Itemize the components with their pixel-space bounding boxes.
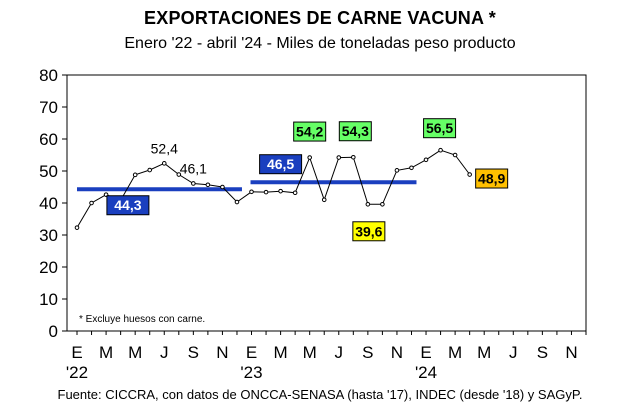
y-tick-label: 30 [39, 226, 58, 245]
year-label: '24 [415, 363, 437, 382]
data-point [423, 157, 429, 163]
data-label: 52,4 [151, 140, 178, 156]
y-tick-label: 10 [39, 290, 58, 309]
data-point [161, 161, 167, 166]
series-line [76, 149, 471, 228]
y-tick-label: 70 [39, 98, 58, 117]
x-tick-label: S [362, 343, 373, 362]
data-point [263, 189, 269, 195]
x-tick-label: E [420, 343, 431, 362]
source-note: Fuente: CICCRA, con datos de ONCCA-SENAS… [57, 387, 583, 402]
data-point [380, 201, 385, 207]
data-point [351, 154, 356, 160]
value-label-box [338, 121, 372, 142]
chart-subtitle: Enero '22 - abril '24 - Miles de tonelad… [124, 35, 516, 52]
year-label: '23 [240, 363, 262, 382]
y-tick-label: 50 [39, 162, 58, 181]
x-tick-label: M [448, 343, 462, 362]
value-label: 56,5 [426, 120, 453, 136]
data-point [205, 182, 211, 188]
data-point [365, 201, 371, 207]
data-point [89, 200, 94, 206]
y-tick-label: 80 [39, 66, 58, 85]
average-label: 44,3 [114, 197, 141, 213]
chart-title: EXPORTACIONES DE CARNE VACUNA * [144, 8, 496, 28]
x-tick-label: S [188, 343, 199, 362]
y-tick-label: 0 [49, 322, 58, 341]
data-point [321, 197, 327, 203]
x-tick-label: N [391, 343, 403, 362]
x-tick-label: S [537, 343, 548, 362]
average-label-box [259, 154, 303, 175]
average-label: 46,5 [267, 156, 294, 172]
y-tick-label: 20 [39, 258, 58, 277]
data-point [132, 172, 138, 178]
data-point [249, 189, 254, 195]
data-point [292, 190, 298, 196]
value-label: 48,9 [478, 171, 505, 187]
data-point [74, 225, 80, 230]
value-label-box [423, 118, 457, 139]
x-tick-label: J [335, 343, 344, 362]
data-point [467, 172, 472, 177]
data-point [234, 199, 240, 205]
data-point [409, 165, 414, 171]
data-point [394, 168, 400, 173]
year-label: '22 [66, 363, 88, 382]
x-tick-label: E [246, 343, 257, 362]
value-label-box [293, 121, 327, 142]
data-point [147, 167, 153, 173]
value-label: 54,2 [296, 124, 323, 140]
y-tick-label: 60 [39, 130, 58, 149]
x-tick-label: N [565, 343, 577, 362]
x-tick-label: E [71, 343, 82, 362]
x-tick-label: M [477, 343, 491, 362]
x-tick-label: M [99, 343, 113, 362]
data-point [220, 184, 225, 190]
x-tick-label: J [160, 343, 169, 362]
data-point [307, 155, 312, 160]
data-point [176, 172, 182, 177]
value-label-box [475, 168, 509, 189]
x-tick-label: J [509, 343, 518, 362]
footnote: * Excluye huesos con carne. [79, 314, 205, 325]
value-label: 39,6 [355, 223, 382, 239]
data-point [438, 147, 443, 153]
average-label-box [106, 195, 150, 216]
x-tick-label: M [128, 343, 142, 362]
data-point [278, 188, 283, 194]
value-label-box [352, 221, 386, 242]
x-tick-label: M [303, 343, 317, 362]
y-tick-label: 40 [39, 194, 58, 213]
x-tick-label: M [274, 343, 288, 362]
data-point [191, 181, 196, 186]
data-point [452, 152, 458, 158]
data-label: 46,1 [180, 160, 207, 176]
value-label: 54,3 [342, 123, 369, 139]
data-point [336, 155, 342, 160]
x-tick-label: N [216, 343, 228, 362]
